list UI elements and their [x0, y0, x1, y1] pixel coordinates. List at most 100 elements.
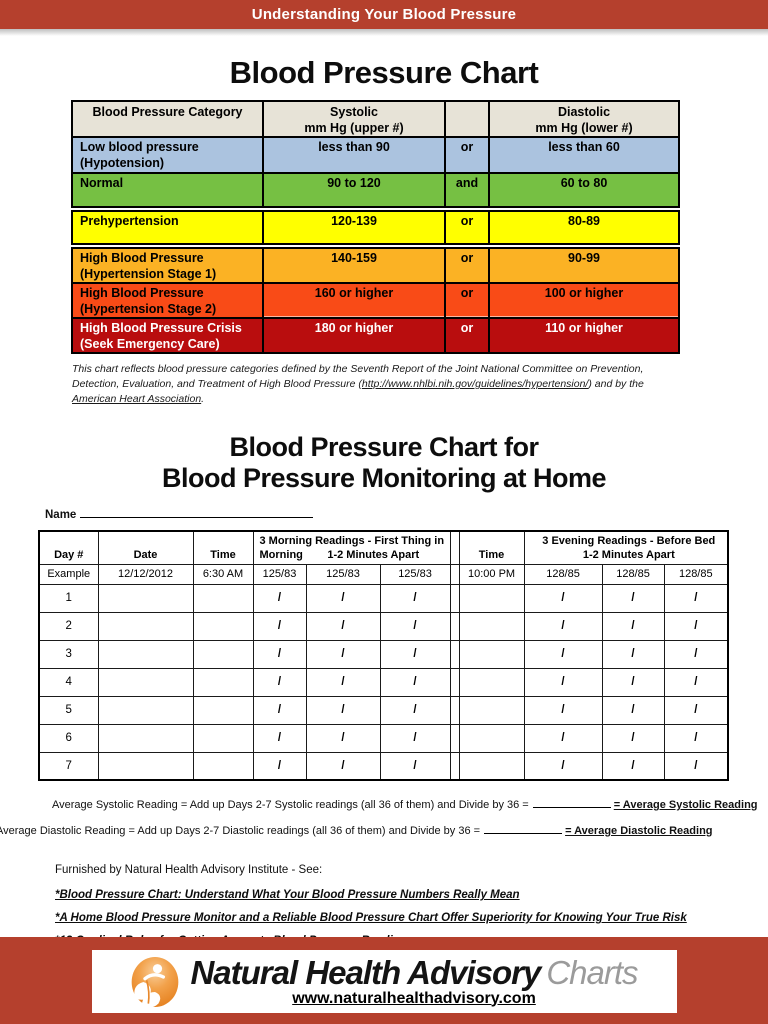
- evening-time-cell[interactable]: [458, 695, 525, 725]
- evening-reading-cell[interactable]: /: [601, 667, 665, 697]
- evening-time-cell[interactable]: [458, 751, 525, 781]
- date-cell[interactable]: [97, 667, 194, 697]
- evening-reading-cell[interactable]: /: [601, 639, 665, 669]
- morning-reading-cell[interactable]: /: [379, 583, 451, 613]
- brand-url-link[interactable]: www.naturalhealthadvisory.com: [292, 989, 536, 1007]
- evening-reading-cell[interactable]: /: [663, 611, 729, 641]
- furnished-section: Furnished by Natural Health Advisory Ins…: [55, 864, 768, 948]
- evening-reading-cell[interactable]: /: [663, 583, 729, 613]
- evening-reading-cell[interactable]: /: [663, 723, 729, 753]
- date-cell[interactable]: [97, 723, 194, 753]
- evening-time-cell[interactable]: [458, 611, 525, 641]
- morning-reading-cell[interactable]: /: [305, 583, 381, 613]
- date-cell[interactable]: [97, 751, 194, 781]
- morning-reading-cell[interactable]: /: [252, 723, 307, 753]
- morning-reading-cell[interactable]: /: [305, 723, 381, 753]
- morning-reading-cell[interactable]: /: [305, 751, 381, 781]
- evening-reading-cell[interactable]: /: [523, 751, 603, 781]
- evening-reading-cell[interactable]: /: [601, 751, 665, 781]
- evening-reading-cell[interactable]: /: [523, 667, 603, 697]
- table-row-stage2: High Blood Pressure (Hypertension Stage 2…: [71, 282, 680, 319]
- header-date: Date: [97, 530, 194, 565]
- time-cell[interactable]: [192, 583, 254, 613]
- separator-cell: [449, 583, 460, 613]
- evening-reading-cell[interactable]: /: [663, 639, 729, 669]
- average-systolic-blank[interactable]: [532, 798, 611, 808]
- header-conjunction: [444, 100, 490, 138]
- evening-reading-cell[interactable]: /: [523, 639, 603, 669]
- evening-reading-cell[interactable]: /: [663, 695, 729, 725]
- article-link-monitor-superiority[interactable]: *A Home Blood Pressure Monitor and a Rel…: [55, 912, 687, 924]
- diastolic-cell: 80-89: [488, 210, 680, 245]
- nha-sprout-logo-icon: [132, 956, 179, 1007]
- log-day-row: 6 / / / / / /: [38, 723, 729, 753]
- evening-reading-cell[interactable]: /: [663, 751, 729, 781]
- time-cell[interactable]: [192, 611, 254, 641]
- morning-reading-cell[interactable]: /: [252, 611, 307, 641]
- time-cell[interactable]: [192, 667, 254, 697]
- morning-reading-cell[interactable]: /: [379, 639, 451, 669]
- day-cell: 2: [38, 611, 99, 641]
- morning-reading-cell[interactable]: /: [252, 583, 307, 613]
- day-cell: 4: [38, 667, 99, 697]
- diastolic-cell: 60 to 80: [488, 172, 680, 208]
- morning-reading-cell[interactable]: /: [252, 751, 307, 781]
- evening-reading-cell[interactable]: /: [523, 723, 603, 753]
- morning-reading-cell[interactable]: /: [305, 667, 381, 697]
- evening-reading-cell[interactable]: /: [601, 723, 665, 753]
- day-cell: Example: [38, 563, 99, 585]
- morning-reading-cell[interactable]: /: [252, 695, 307, 725]
- evening-reading-cell[interactable]: /: [523, 695, 603, 725]
- morning-reading-cell[interactable]: /: [379, 751, 451, 781]
- average-diastolic-blank[interactable]: [484, 824, 563, 834]
- evening-reading-cell[interactable]: /: [601, 583, 665, 613]
- time-cell[interactable]: [192, 695, 254, 725]
- systolic-cell: 120-139: [262, 210, 446, 245]
- time-cell[interactable]: [192, 639, 254, 669]
- morning-reading-cell: 125/83: [305, 563, 381, 585]
- time-cell[interactable]: [192, 751, 254, 781]
- morning-reading-cell[interactable]: /: [252, 639, 307, 669]
- evening-reading-cell[interactable]: /: [601, 611, 665, 641]
- separator-cell: [449, 695, 460, 725]
- table-row-prehypertension: Prehypertension 120-139 or 80-89: [71, 210, 680, 245]
- category-cell: High Blood Pressure (Hypertension Stage 1…: [71, 247, 264, 284]
- date-cell[interactable]: [97, 695, 194, 725]
- table-row-hypotension: Low blood pressure (Hypotension) less tha…: [71, 136, 680, 174]
- evening-reading-cell[interactable]: /: [663, 667, 729, 697]
- morning-reading-cell[interactable]: /: [305, 611, 381, 641]
- nhlbi-guidelines-link[interactable]: http://www.nhlbi.nih.gov/guidelines/hype…: [361, 378, 589, 390]
- time-cell[interactable]: [192, 723, 254, 753]
- date-cell[interactable]: [97, 583, 194, 613]
- evening-time-cell[interactable]: [458, 583, 525, 613]
- home-chart-title: Blood Pressure Chart for Blood Pressure …: [161, 432, 607, 493]
- evening-time-cell[interactable]: [458, 639, 525, 669]
- evening-time-cell[interactable]: [458, 667, 525, 697]
- morning-reading-cell[interactable]: /: [379, 695, 451, 725]
- morning-reading-cell[interactable]: /: [379, 611, 451, 641]
- day-cell: 5: [38, 695, 99, 725]
- morning-reading-cell[interactable]: /: [379, 723, 451, 753]
- evening-reading-cell[interactable]: /: [523, 583, 603, 613]
- average-systolic-line: Average Systolic Reading = Add up Days 2…: [52, 798, 758, 811]
- date-cell[interactable]: [97, 611, 194, 641]
- morning-reading-cell[interactable]: /: [305, 695, 381, 725]
- article-link-numbers-meaning[interactable]: *Blood Pressure Chart: Understand What Y…: [55, 889, 520, 901]
- date-cell[interactable]: [97, 639, 194, 669]
- evening-reading-cell[interactable]: /: [601, 695, 665, 725]
- name-input-line[interactable]: [80, 507, 314, 518]
- diastolic-cell: 90-99: [488, 247, 680, 284]
- morning-reading-cell[interactable]: /: [379, 667, 451, 697]
- brand-text: Natural Health Advisory Charts www.natura…: [190, 955, 638, 1008]
- evening-reading-cell[interactable]: /: [523, 611, 603, 641]
- name-field-row: Name: [45, 507, 768, 521]
- morning-reading-cell[interactable]: /: [252, 667, 307, 697]
- log-day-row: 4 / / / / / /: [38, 667, 729, 697]
- category-cell: High Blood Pressure (Hypertension Stage 2…: [71, 282, 264, 319]
- aha-link[interactable]: American Heart Association: [72, 393, 202, 405]
- conjunction-cell: or: [444, 210, 490, 245]
- banner-shadow: [0, 29, 768, 36]
- evening-time-cell[interactable]: [458, 723, 525, 753]
- morning-reading-cell[interactable]: /: [305, 639, 381, 669]
